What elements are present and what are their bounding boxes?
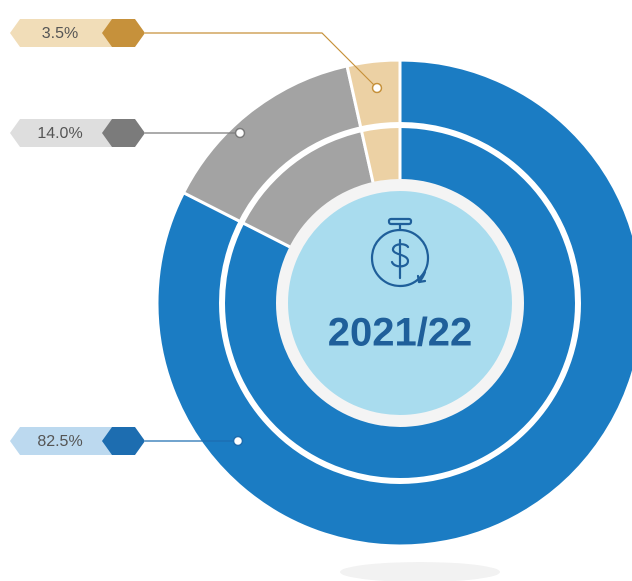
label-hex bbox=[102, 427, 145, 455]
value-label: 14.0% bbox=[37, 125, 82, 142]
center-title: 2021/22 bbox=[328, 311, 473, 355]
shadow bbox=[340, 562, 500, 581]
label-hex bbox=[102, 119, 145, 147]
stopwatch-icon bbox=[370, 217, 430, 288]
label-hex bbox=[102, 19, 145, 47]
value-label: 82.5% bbox=[37, 433, 82, 450]
slices bbox=[155, 58, 632, 548]
leader-dot bbox=[371, 82, 383, 94]
value-label: 3.5% bbox=[42, 25, 78, 42]
label-tag bbox=[10, 427, 112, 455]
leader-dot bbox=[232, 435, 244, 447]
label-tag bbox=[10, 19, 112, 47]
leader-dot bbox=[234, 127, 246, 139]
ring-separator bbox=[219, 122, 581, 484]
center-disc bbox=[276, 179, 524, 427]
leader-line bbox=[145, 32, 378, 89]
label-tag bbox=[10, 119, 112, 147]
